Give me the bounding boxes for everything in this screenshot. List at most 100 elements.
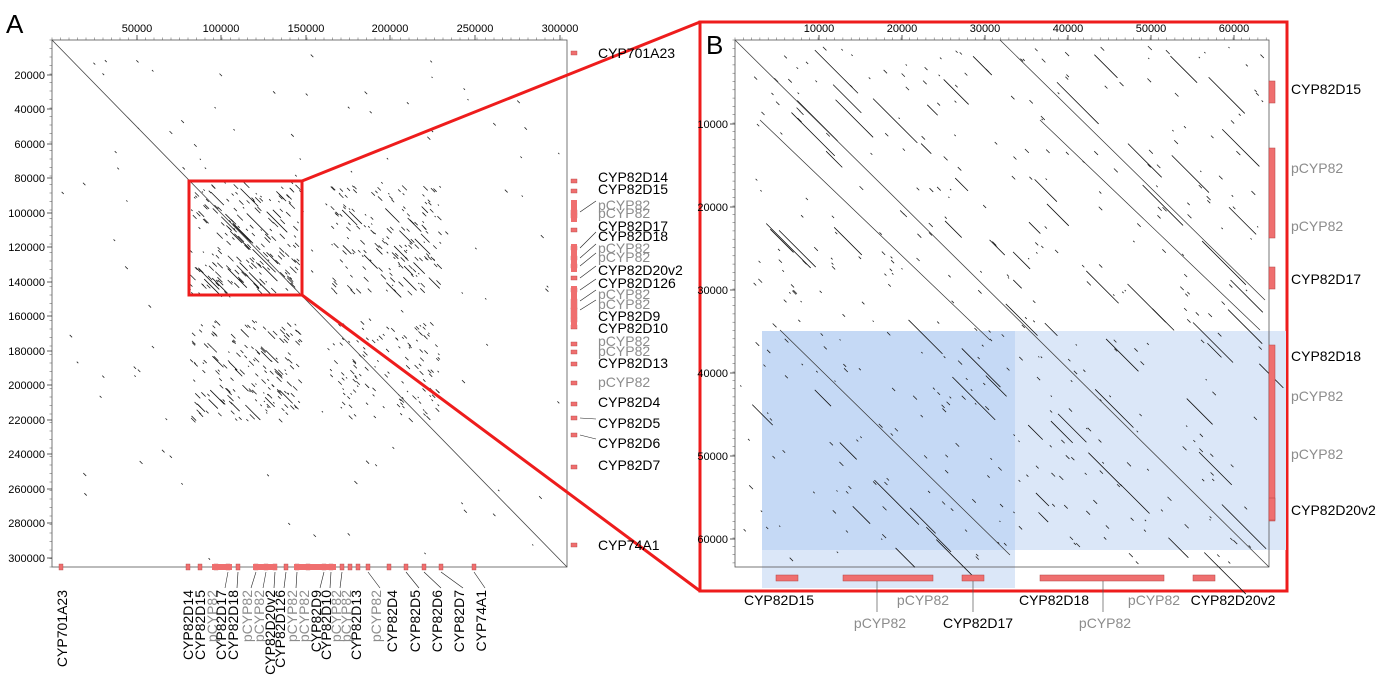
panel-a-dot [224, 182, 226, 184]
panel-a-dot [336, 222, 339, 225]
panel-b-dot [778, 525, 781, 528]
panel-a-dot [352, 189, 358, 194]
panel-a-dot [139, 460, 143, 465]
panel-a-dot [69, 334, 73, 338]
panel-b-dot [1013, 511, 1015, 514]
panel-a-dot [313, 534, 317, 538]
panel-b-dot [769, 418, 773, 421]
panel-b-dot [1244, 506, 1248, 510]
panel-b-dot [755, 178, 758, 181]
panel-a-bottom-gene-leader [367, 571, 381, 589]
panel-a-dot [365, 337, 369, 341]
panel-a-dot [255, 245, 261, 251]
panel-b-dot [1236, 150, 1241, 156]
panel-a-bottom-gene-box [253, 564, 277, 570]
panel-a-dot [169, 130, 173, 135]
panel-a-diag-segment [225, 213, 234, 223]
panel-a-dot [247, 244, 252, 249]
panel-a-dot [237, 276, 245, 283]
panel-a-dot [343, 204, 347, 208]
panel-a-dot [226, 198, 230, 202]
panel-a-dot [429, 322, 434, 326]
panel-b-dot [917, 233, 922, 238]
panel-a-dot [203, 205, 208, 210]
panel-a-dot [410, 273, 414, 278]
panel-a-bottom-gene-leader [319, 571, 325, 589]
panel-a-dot [424, 201, 428, 205]
panel-b-right-gene-box [1268, 266, 1276, 290]
panel-a-dot [365, 460, 370, 464]
panel-b-diag-segment [1203, 552, 1247, 595]
panel-a-dot [423, 413, 426, 416]
panel-a-dot [233, 128, 236, 131]
panel-b-dot [1147, 57, 1150, 60]
panel-a-xtick-label: 200000 [372, 23, 409, 35]
panel-a-dot [245, 259, 250, 263]
panel-b-dot [1011, 175, 1016, 180]
panel-a-dot [431, 399, 434, 402]
panel-a-dot [251, 232, 256, 237]
panel-a-dot [352, 360, 357, 365]
panel-b-dot [977, 289, 982, 294]
panel-a-dot [401, 396, 404, 399]
panel-a-dot [347, 533, 351, 536]
panel-a-dot [199, 158, 202, 161]
panel-a-dot [419, 364, 422, 367]
panel-a-dot [191, 340, 196, 345]
panel-b-diag-segment [895, 547, 916, 568]
panel-a-dot [212, 331, 218, 337]
panel-a-dot [463, 88, 466, 91]
panel-b-dot [842, 313, 846, 317]
panel-a-dot [310, 249, 314, 252]
panel-a-dot [297, 400, 301, 404]
panel-a-dot [350, 289, 356, 295]
panel-a-dot [189, 359, 194, 363]
panel-b-dot [1029, 176, 1033, 180]
panel-a-dot [253, 282, 260, 290]
panel-b-dot [912, 395, 918, 400]
panel-a-diag-segment [403, 276, 417, 291]
panel-a-dot [376, 359, 379, 363]
panel-a-dot [394, 252, 399, 257]
panel-a-dot [137, 369, 141, 373]
panel-b-diag-segment [852, 506, 871, 524]
panel-b-diag-segment [1228, 206, 1257, 235]
panel-a-dot [425, 257, 428, 260]
panel-a-dot [232, 340, 236, 345]
panel-a-dot [384, 373, 389, 378]
panel-b-dot [1057, 92, 1060, 95]
panel-a-dot [192, 214, 197, 220]
panel-a-dot [191, 332, 196, 337]
panel-b-dot [977, 356, 981, 360]
panel-a-dot [258, 263, 262, 267]
panel-a-right-gene-box [570, 349, 578, 355]
panel-a-dot [339, 259, 344, 263]
panel-a-bottom-gene-leader [405, 571, 420, 589]
panel-b-dot [1212, 391, 1217, 396]
panel-b-dot [1216, 554, 1220, 558]
panel-b-dot [1126, 462, 1132, 467]
panel-b-dot [1146, 468, 1150, 471]
panel-b-diag-segment [1086, 270, 1119, 304]
panel-a-dot [286, 322, 292, 327]
panel-a-dot [264, 237, 271, 243]
panel-a-dot [406, 390, 409, 393]
panel-a-dot [348, 404, 353, 409]
panel-a-dot [237, 235, 245, 243]
panel-a-diag-segment [229, 230, 243, 244]
panel-a-dot [352, 389, 357, 393]
panel-a-dot [232, 339, 236, 343]
panel-a-dot [437, 390, 440, 394]
panel-b-dot [903, 213, 908, 218]
panel-a-dot [375, 190, 378, 194]
panel-a-right-gene-label: pCYP82 [598, 197, 650, 213]
panel-a-bottom-gene-label: CYP82D4 [384, 590, 400, 652]
panel-a-dot [410, 238, 415, 243]
panel-a-right-gene-label: CYP82D5 [598, 415, 660, 431]
panel-a-dot [351, 185, 355, 188]
panel-b-right-gene-label: pCYP82 [1291, 160, 1343, 176]
panel-a-dot [238, 416, 242, 421]
panel-b-dot [1040, 356, 1043, 359]
panel-a-dot [203, 218, 209, 224]
panel-a-dot [215, 271, 222, 278]
